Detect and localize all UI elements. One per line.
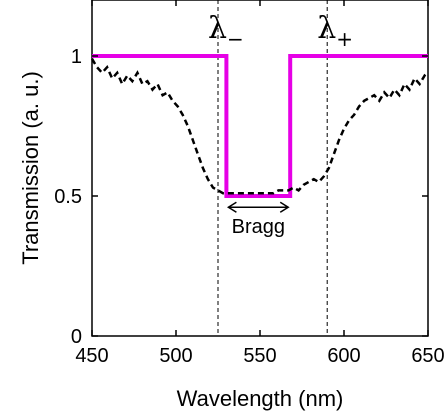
x-tick-label: 450 [75,345,108,367]
bragg-label: Bragg [232,216,285,238]
series-layer [90,54,429,198]
x-axis-label: Wavelength (nm) [177,386,344,411]
y-axis-label: Transmission (a. u.) [18,71,43,265]
bragg-arrow-right-head [279,201,290,213]
lambda-plus-label: λ+ [317,11,353,51]
y-tick-label: 0 [71,326,82,348]
lambda-minus-label: λ− [208,11,244,51]
y-tick-label: 0.5 [54,186,82,208]
measured-transmission-line [90,58,429,195]
x-tick-label: 500 [159,345,192,367]
bragg-arrow-left-head [226,201,237,213]
x-tick-label: 550 [243,345,276,367]
ideal-transmission-line [92,54,428,198]
y-tick-label: 1 [71,46,82,68]
plot-frame [91,0,429,337]
x-tick-label: 600 [327,345,360,367]
annotation-layer: λ− λ+ Bragg [208,11,353,238]
ticks-layer: 450 500 550 600 650 0 0.5 1 [54,0,445,367]
x-tick-label: 650 [411,345,444,367]
